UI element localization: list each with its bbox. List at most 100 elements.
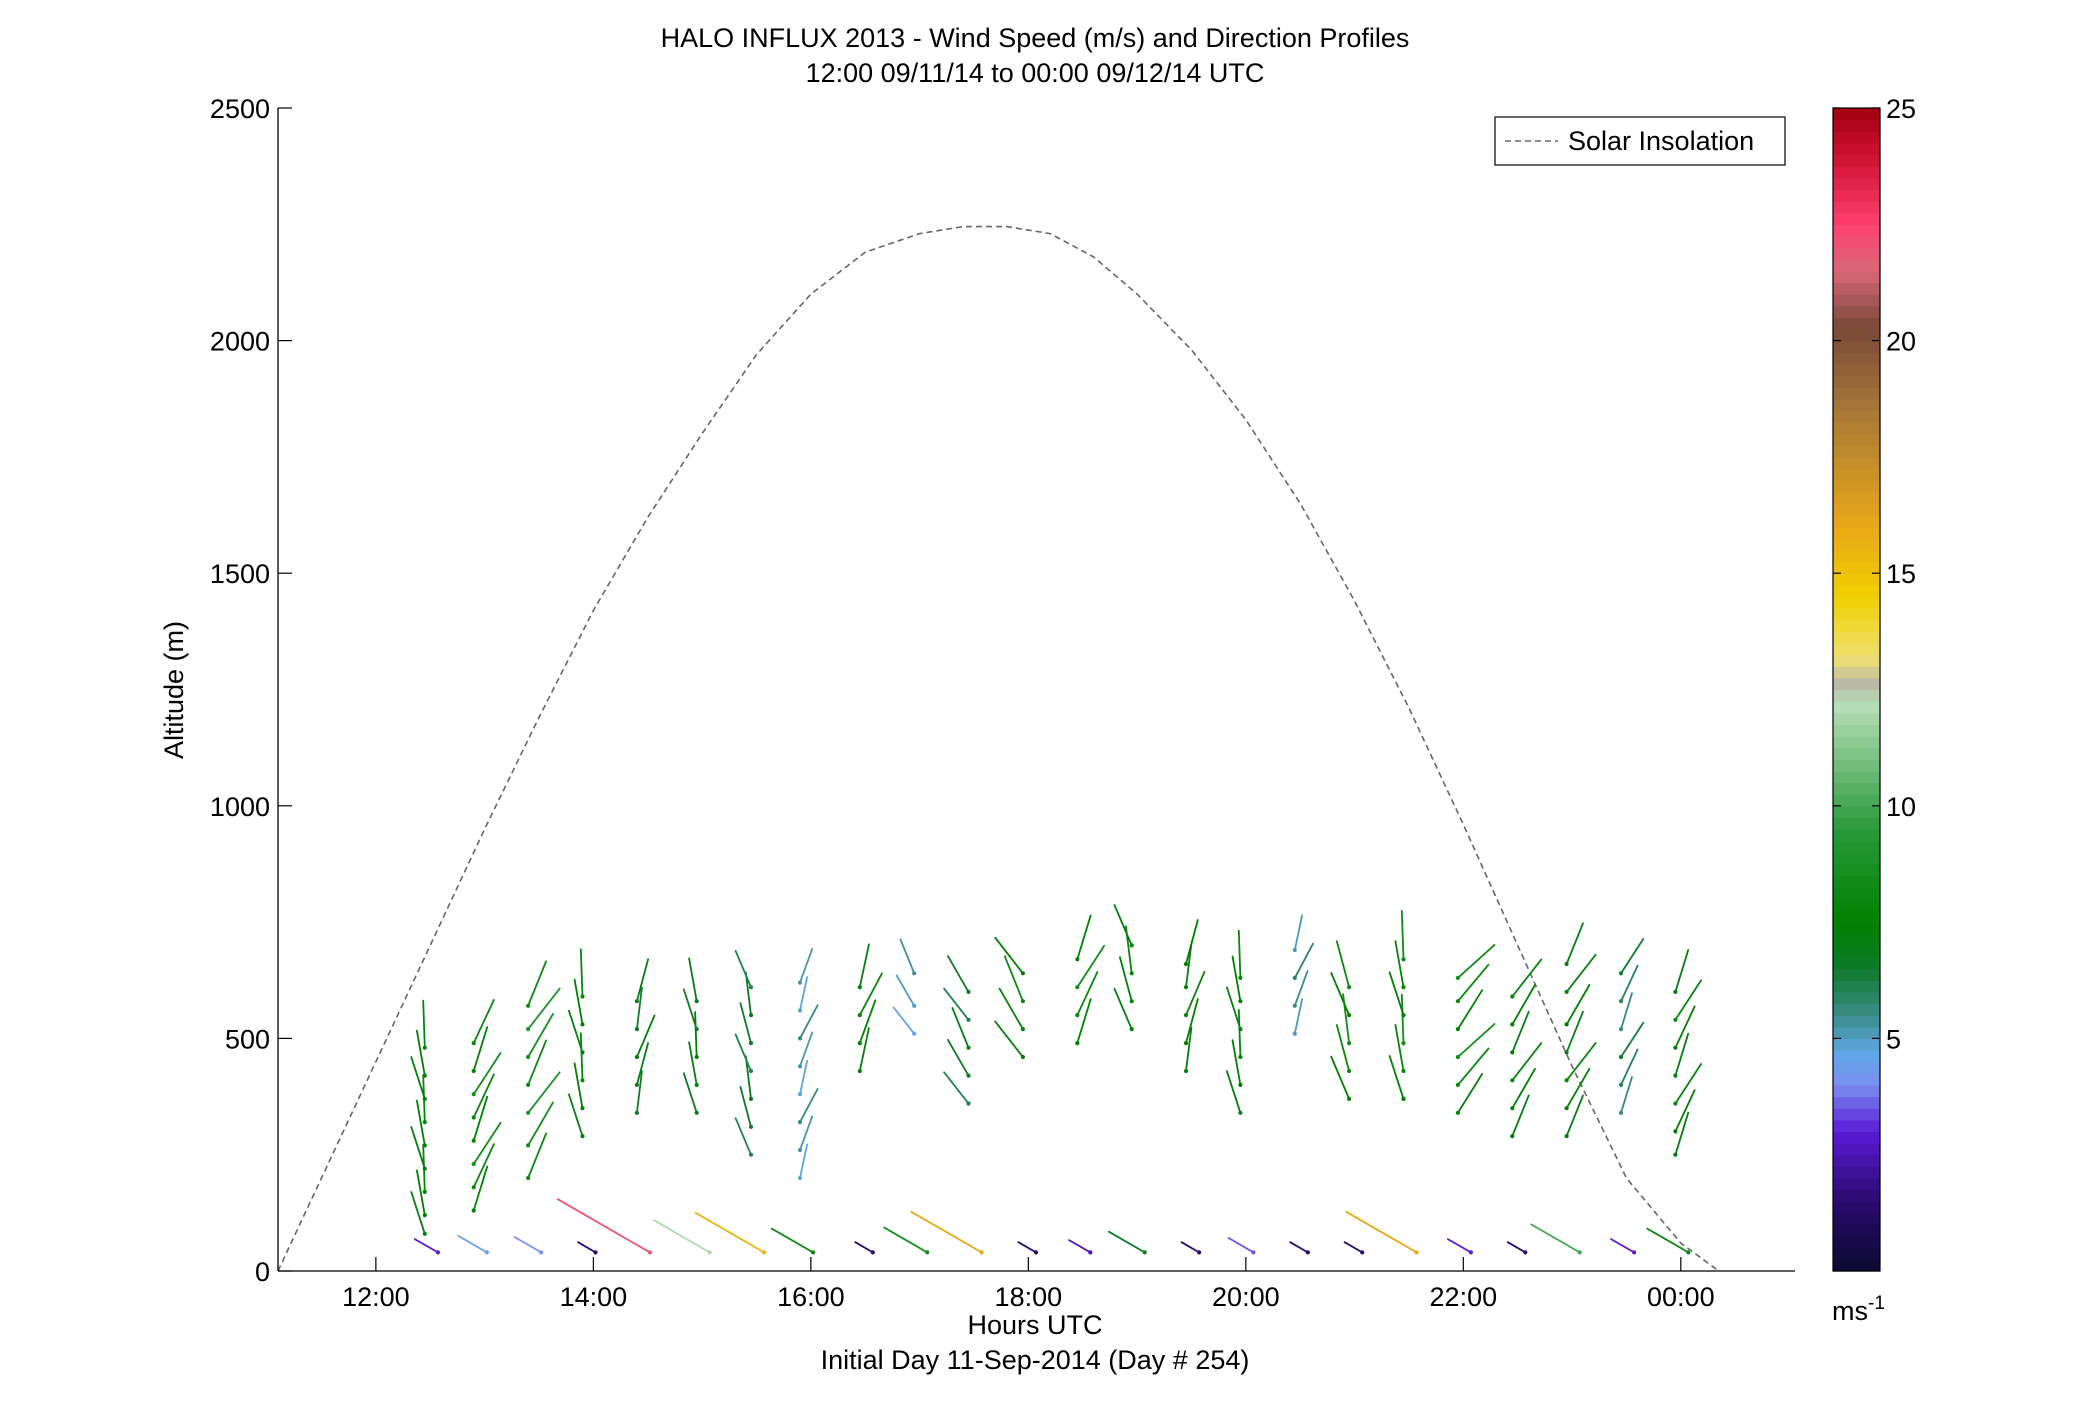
wind-vector-18-low bbox=[1345, 1210, 1418, 1254]
colorbar-segment-62 bbox=[1833, 538, 1880, 551]
wind-vector-13-3-dot bbox=[1129, 943, 1134, 948]
wind-vector-14-low-dot bbox=[1197, 1250, 1202, 1255]
wind-vector-7-7-dot bbox=[797, 980, 803, 985]
wind-vector-16-2 bbox=[1293, 942, 1314, 979]
wind-vector-19-0 bbox=[1457, 1073, 1484, 1114]
wind-vector-13-low bbox=[1108, 1230, 1146, 1254]
wind-vector-11-low bbox=[1017, 1241, 1037, 1254]
wind-vector-1-0 bbox=[472, 1165, 489, 1212]
wind-vector-3-4-dot bbox=[580, 1022, 585, 1027]
wind-vector-17-3 bbox=[1330, 972, 1350, 1016]
wind-vector-4-2 bbox=[636, 1014, 656, 1058]
colorbar-segment-25 bbox=[1833, 968, 1880, 981]
colorbar-segment-71 bbox=[1833, 433, 1880, 446]
wind-vector-3-3-dot bbox=[580, 1050, 585, 1055]
colorbar-segment-65 bbox=[1833, 503, 1880, 516]
wind-vector-18-3-dot bbox=[1401, 1013, 1406, 1018]
wind-vector-23-4 bbox=[1674, 1005, 1696, 1049]
wind-vector-0-3 bbox=[410, 1126, 426, 1170]
wind-vector-18-2-dot bbox=[1401, 1041, 1406, 1046]
wind-vector-15-4 bbox=[1231, 955, 1242, 1003]
wind-vector-2-3-dot bbox=[526, 1082, 531, 1087]
colorbar-segment-74 bbox=[1833, 398, 1880, 411]
wind-vector-18-0 bbox=[1388, 1055, 1405, 1100]
colorbar-segment-77 bbox=[1833, 363, 1880, 377]
wind-vector-5-3-dot bbox=[694, 1027, 699, 1032]
colorbar-segment-98 bbox=[1833, 119, 1880, 132]
wind-vector-4-3-dot bbox=[634, 1027, 640, 1032]
colorbar-segment-34 bbox=[1833, 863, 1880, 877]
colorbar-segment-80 bbox=[1833, 328, 1880, 342]
wind-vector-7-6 bbox=[799, 976, 808, 1012]
x-tick-label-3: 18:00 bbox=[995, 1282, 1063, 1312]
wind-vector-5-2 bbox=[694, 1011, 698, 1058]
wind-vector-19-3-dot bbox=[1455, 1027, 1460, 1032]
wind-vector-23-4-dot bbox=[1673, 1045, 1678, 1050]
wind-vector-18-1-dot bbox=[1401, 1068, 1406, 1074]
colorbar-segment-41 bbox=[1833, 782, 1880, 795]
wind-vector-18-5 bbox=[1400, 910, 1405, 961]
wind-vector-10-1-dot bbox=[966, 1073, 971, 1078]
wind-vector-11-3-dot bbox=[1020, 971, 1025, 976]
wind-vector-16-low-dot bbox=[1305, 1250, 1310, 1255]
wind-vector-7-5 bbox=[799, 1004, 819, 1040]
wind-vector-4-1 bbox=[636, 1042, 649, 1086]
wind-vector-13-0 bbox=[1113, 987, 1133, 1030]
wind-vector-2-6 bbox=[527, 960, 547, 1007]
wind-vector-5-3 bbox=[682, 988, 698, 1030]
wind-vector-15-3-dot bbox=[1238, 1027, 1243, 1032]
wind-vector-6-4 bbox=[739, 1002, 752, 1044]
wind-vector-3-1 bbox=[573, 1062, 584, 1110]
colorbar-segment-93 bbox=[1833, 177, 1880, 191]
wind-vector-22-5 bbox=[1620, 938, 1645, 975]
colorbar-unit-base: ms bbox=[1832, 1296, 1868, 1326]
wind-vector-1-5-dot bbox=[471, 1092, 476, 1097]
wind-vector-15-2-dot bbox=[1238, 1054, 1243, 1060]
wind-vector-21-0-dot bbox=[1564, 1134, 1569, 1139]
wind-vector-5-4 bbox=[688, 957, 698, 1003]
wind-vector-8-3 bbox=[858, 943, 870, 989]
wind-vector-16-3 bbox=[1293, 914, 1303, 951]
wind-vector-18-0-dot bbox=[1401, 1096, 1406, 1101]
x-tick-label-0: 12:00 bbox=[342, 1282, 410, 1312]
colorbar-segment-1 bbox=[1833, 1247, 1880, 1260]
wind-vector-0-7-dot bbox=[422, 1073, 427, 1078]
wind-vector-14-0-dot bbox=[1183, 1068, 1189, 1074]
wind-vector-22-2-dot bbox=[1618, 1054, 1624, 1060]
wind-vector-0-4-dot bbox=[422, 1143, 427, 1148]
wind-vector-23-1 bbox=[1674, 1089, 1696, 1133]
wind-vector-3-2-dot bbox=[580, 1078, 585, 1083]
wind-vector-10-2 bbox=[951, 1007, 970, 1049]
colorbar-segment-21 bbox=[1833, 1015, 1880, 1028]
wind-vector-12-1-dot bbox=[1075, 1013, 1080, 1018]
wind-vector-1-2 bbox=[472, 1121, 502, 1165]
wind-vector-20-4-dot bbox=[1510, 1022, 1515, 1027]
wind-vector-4-4-dot bbox=[634, 999, 640, 1004]
wind-vector-10-low bbox=[910, 1210, 983, 1254]
wind-vector-0-1 bbox=[415, 1169, 426, 1217]
wind-vector-20-4 bbox=[1511, 984, 1536, 1026]
wind-vector-5-1 bbox=[688, 1041, 698, 1086]
wind-vector-11-1 bbox=[998, 987, 1024, 1030]
wind-vector-20-low bbox=[1506, 1241, 1527, 1254]
wind-vector-21-0 bbox=[1565, 1094, 1584, 1137]
wind-vector-2-2 bbox=[527, 1071, 561, 1114]
wind-vector-2-2-dot bbox=[526, 1110, 531, 1115]
wind-vector-13-low-dot bbox=[1142, 1250, 1147, 1255]
wind-vector-15-1-dot bbox=[1238, 1082, 1243, 1087]
colorbar-segment-76 bbox=[1833, 375, 1880, 388]
colorbar-segment-13 bbox=[1833, 1108, 1880, 1121]
wind-vector-3-low bbox=[577, 1241, 597, 1254]
colorbar-segment-72 bbox=[1833, 422, 1880, 435]
colorbar-segment-42 bbox=[1833, 770, 1880, 784]
colorbar-segment-12 bbox=[1833, 1119, 1880, 1133]
wind-vector-18-4-dot bbox=[1401, 985, 1406, 990]
colorbar-segment-32 bbox=[1833, 887, 1880, 900]
wind-vector-1-3 bbox=[472, 1095, 489, 1142]
wind-vector-3-5 bbox=[579, 948, 584, 998]
legend-box bbox=[1494, 116, 1786, 166]
chart-title: HALO INFLUX 2013 - Wind Speed (m/s) and … bbox=[661, 23, 1410, 53]
wind-vector-0-6 bbox=[410, 1056, 426, 1100]
wind-vector-23-6-dot bbox=[1673, 989, 1678, 995]
colorbar-segment-78 bbox=[1833, 352, 1880, 365]
